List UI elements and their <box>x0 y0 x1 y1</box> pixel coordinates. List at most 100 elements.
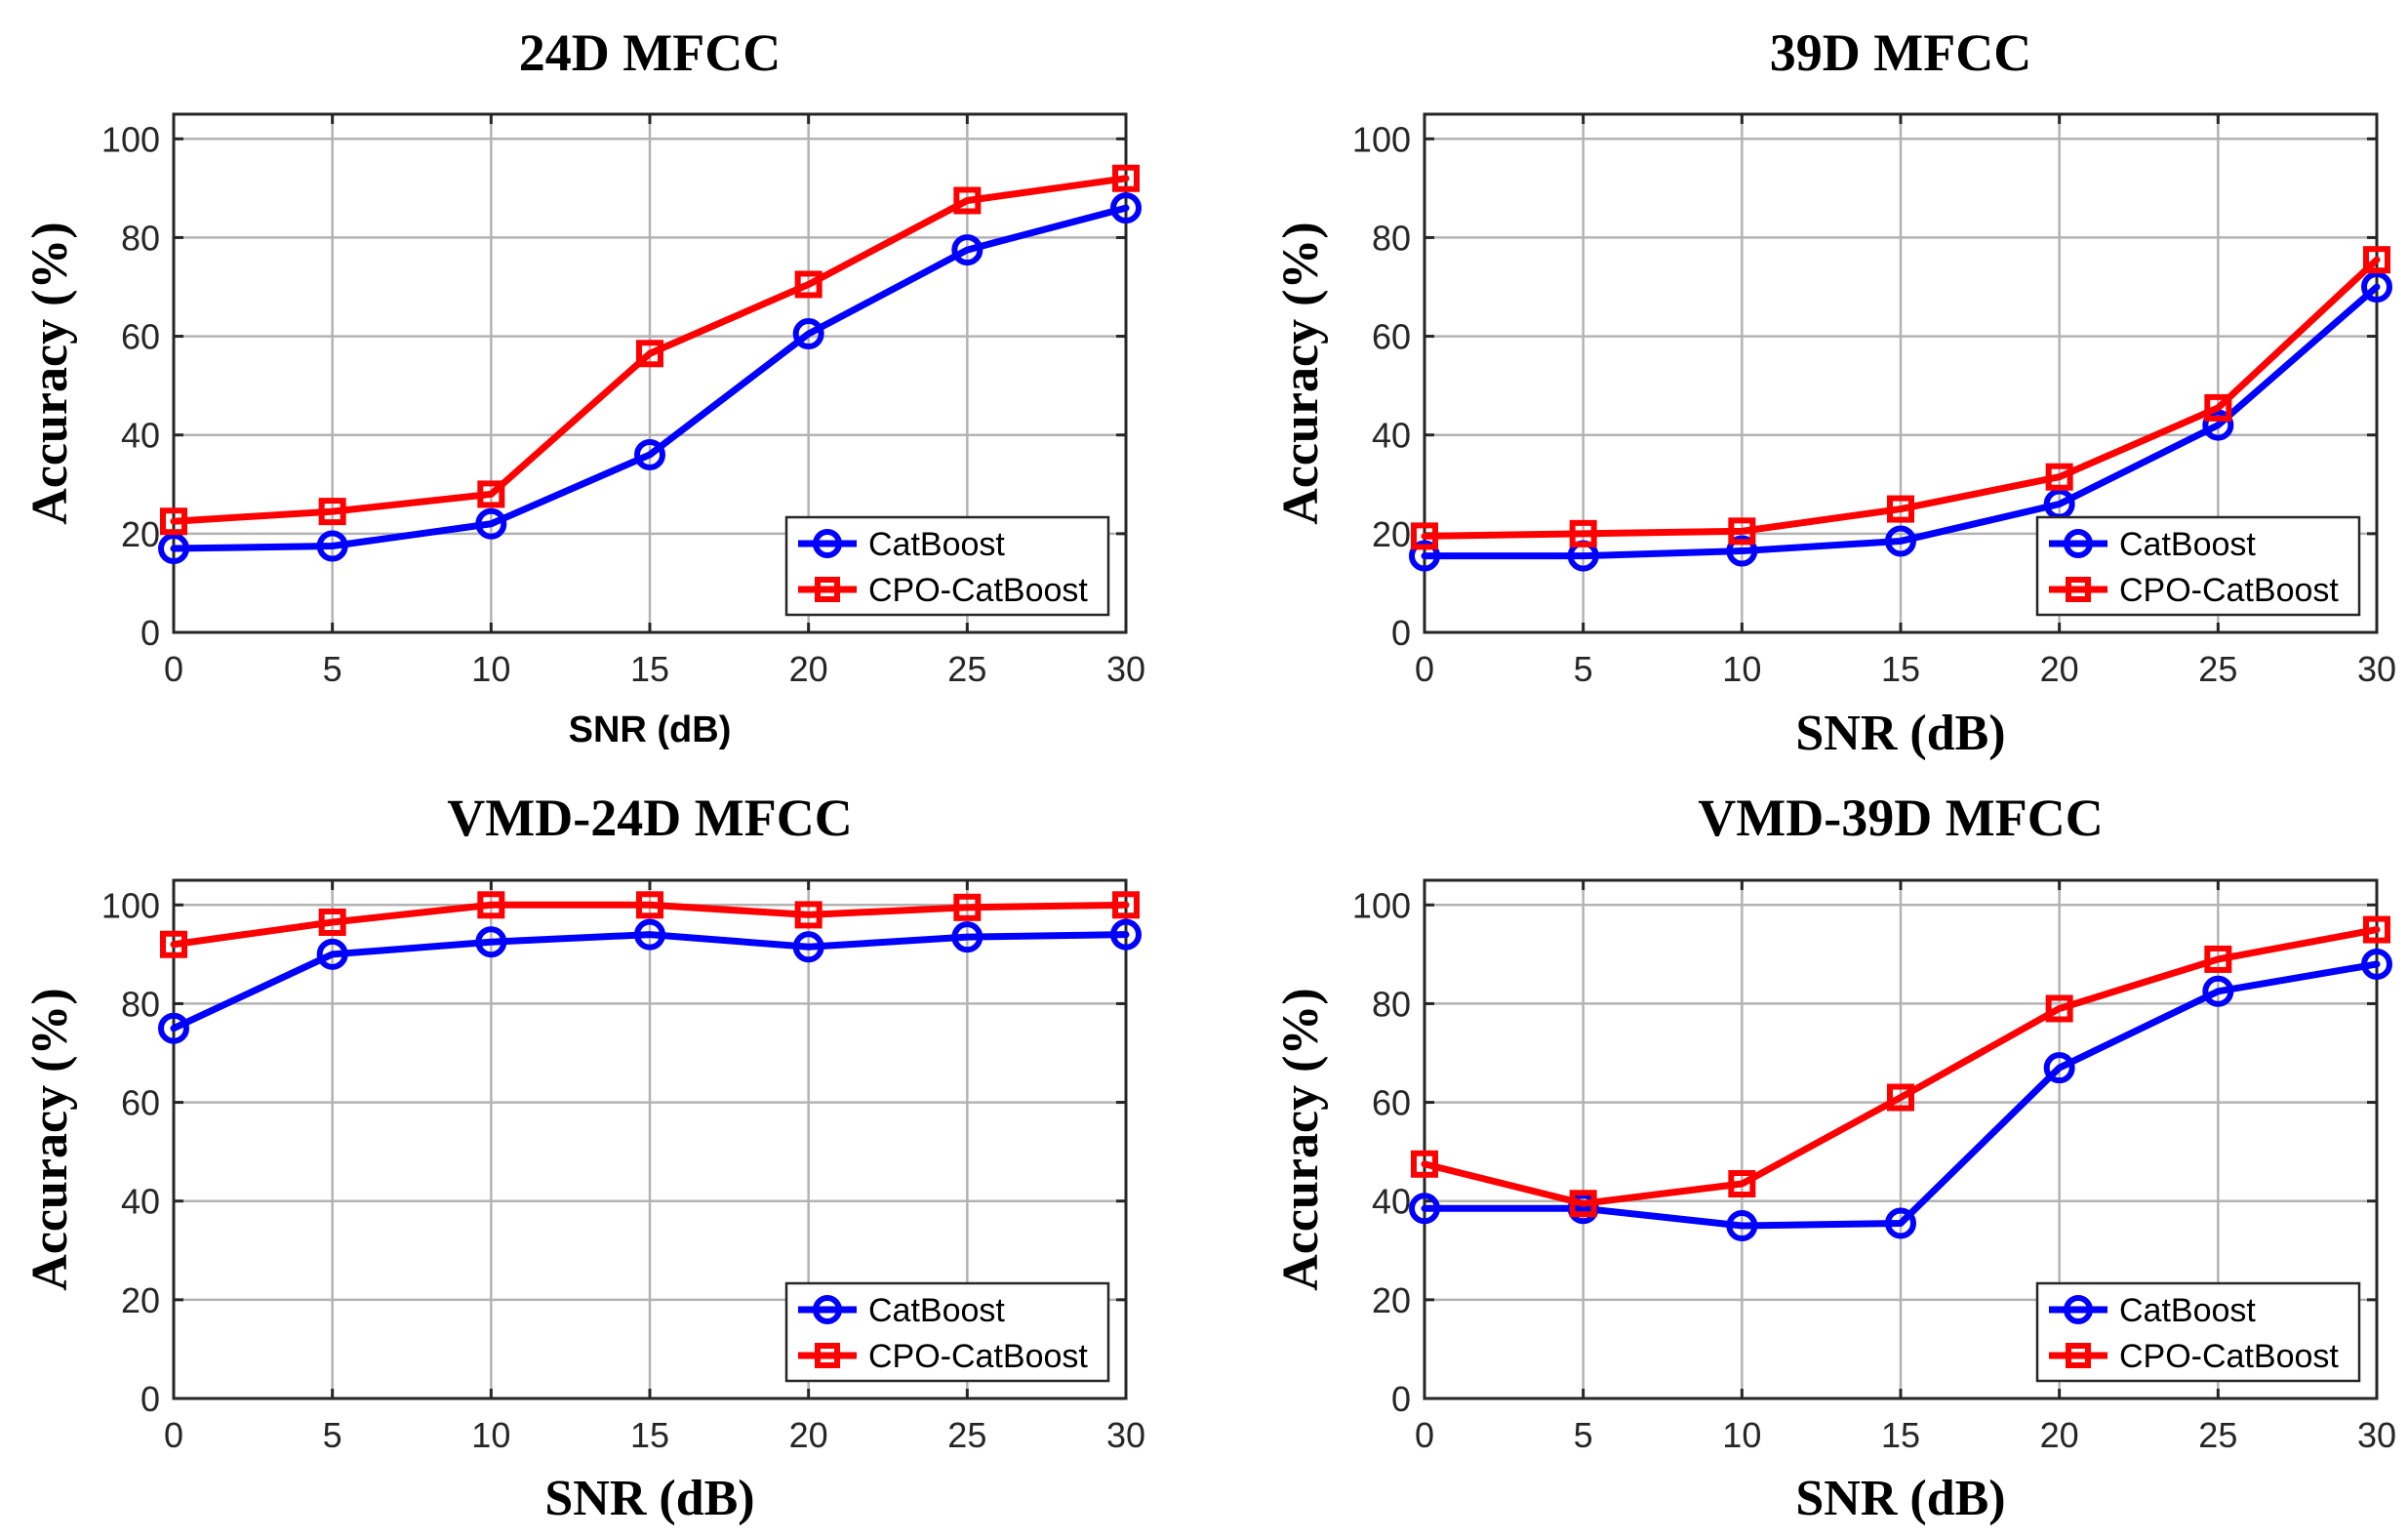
x-tick-label: 20 <box>789 1415 828 1455</box>
x-tick-label: 0 <box>1415 1415 1434 1455</box>
legend: CatBoost CPO-CatBoost <box>2035 515 2361 617</box>
data-point-catboost <box>1110 918 1142 951</box>
data-point-catboost <box>1409 1193 1440 1225</box>
y-tick-label: 0 <box>140 1379 160 1419</box>
data-point-catboost <box>475 926 507 958</box>
data-point-catboost <box>951 234 983 266</box>
chart-title: 39D MFCC <box>1770 23 2031 82</box>
data-point-catboost <box>792 318 824 350</box>
legend-label-cpo-catboost: CPO-CatBoost <box>868 1338 1088 1375</box>
data-point-cpo-catboost <box>477 891 505 919</box>
y-tick-label: 20 <box>121 1280 160 1320</box>
legend-marker-catboost <box>2064 1295 2093 1324</box>
series-line-cpo-catboost <box>1421 926 2381 1207</box>
x-tick-label: 15 <box>630 1415 669 1455</box>
y-tick-label: 80 <box>121 984 160 1024</box>
data-point-cpo-catboost <box>1112 164 1140 192</box>
x-tick-label: 0 <box>1415 649 1434 689</box>
x-tick-label: 0 <box>164 1415 183 1455</box>
legend-marker-cpo-catboost <box>2066 1343 2091 1368</box>
data-point-cpo-catboost <box>318 908 346 936</box>
data-point-cpo-catboost <box>2204 393 2232 422</box>
x-tick-label: 30 <box>1106 649 1145 689</box>
x-tick-label: 5 <box>323 1415 342 1455</box>
data-point-catboost <box>1885 525 1916 557</box>
data-point-catboost <box>1726 535 1758 567</box>
data-point-catboost <box>158 1012 189 1044</box>
legend-label-cpo-catboost: CPO-CatBoost <box>868 572 1088 609</box>
series-line-catboost <box>1421 283 2381 560</box>
x-tick-label: 15 <box>1881 1415 1920 1455</box>
x-axis-label: SNR (dB) <box>1795 1471 2005 1526</box>
chart-panel-3: 0 5 10 15 20 25 30 0 20 40 60 80 100 VMD-24D MFCC SNR … <box>22 789 1145 1526</box>
series-line-catboost <box>1421 960 2381 1230</box>
legend: CatBoost CPO-CatBoost <box>2035 1281 2361 1383</box>
legend-label-catboost: CatBoost <box>868 1292 1005 1329</box>
y-tick-label: 0 <box>1391 1379 1411 1419</box>
x-tick-label: 25 <box>947 649 986 689</box>
chart-panel-4: 0 5 10 15 20 25 30 0 20 40 60 80 100 VMD-39D MFCC SNR … <box>1273 789 2396 1526</box>
chart-title: 24D MFCC <box>519 23 781 82</box>
series-line-cpo-catboost <box>170 901 1130 949</box>
data-point-catboost <box>951 921 983 953</box>
x-tick-label: 10 <box>471 1415 510 1455</box>
data-point-catboost <box>2361 948 2392 980</box>
x-axis-label: SNR (dB) <box>544 1471 754 1526</box>
legend-marker-catboost <box>813 529 842 558</box>
data-point-cpo-catboost <box>2204 945 2232 973</box>
x-tick-label: 10 <box>1722 649 1761 689</box>
chart-panel-2: 0 5 10 15 20 25 30 0 20 40 60 80 100 39D MFCC SNR (dB)… <box>1273 23 2396 761</box>
legend-label-catboost: CatBoost <box>2119 1292 2256 1329</box>
data-point-catboost <box>316 938 348 970</box>
data-point-catboost <box>316 530 348 562</box>
data-point-cpo-catboost <box>1411 522 1438 550</box>
series-line-catboost <box>170 204 1130 552</box>
legend: CatBoost CPO-CatBoost <box>784 1281 1110 1383</box>
series-line-catboost <box>170 931 1130 1033</box>
y-tick-label: 100 <box>1352 119 1411 159</box>
y-axis-label: Accuracy (%) <box>1273 222 1329 524</box>
data-point-cpo-catboost <box>477 480 505 508</box>
y-tick-label: 20 <box>1372 1280 1411 1320</box>
y-tick-label: 0 <box>1391 613 1411 653</box>
x-tick-label: 30 <box>2357 649 2396 689</box>
data-point-cpo-catboost <box>794 270 823 299</box>
x-tick-label: 15 <box>1881 649 1920 689</box>
x-tick-label: 20 <box>2040 1415 2079 1455</box>
data-point-cpo-catboost <box>2045 994 2073 1023</box>
x-tick-label: 10 <box>471 649 510 689</box>
legend-marker-cpo-catboost <box>2066 577 2091 602</box>
x-tick-label: 0 <box>164 649 183 689</box>
x-tick-label: 20 <box>789 649 828 689</box>
data-point-catboost <box>1110 192 1142 224</box>
y-tick-label: 40 <box>121 416 160 456</box>
data-point-cpo-catboost <box>636 891 663 919</box>
data-point-catboost <box>1885 1207 1916 1239</box>
y-tick-label: 80 <box>121 218 160 258</box>
y-tick-label: 40 <box>1372 1182 1411 1222</box>
data-point-cpo-catboost <box>1887 495 1914 523</box>
legend-label-catboost: CatBoost <box>2119 526 2256 563</box>
legend: CatBoost CPO-CatBoost <box>784 515 1110 617</box>
y-tick-label: 60 <box>121 1083 160 1123</box>
x-tick-label: 20 <box>2040 649 2079 689</box>
x-axis-label: SNR (dB) <box>569 709 732 750</box>
x-tick-label: 25 <box>2198 649 2237 689</box>
y-axis-label: Accuracy (%) <box>1273 988 1329 1290</box>
x-tick-label: 25 <box>947 1415 986 1455</box>
data-point-cpo-catboost <box>953 186 982 215</box>
legend-marker-cpo-catboost <box>815 577 840 602</box>
data-point-catboost <box>634 918 665 951</box>
data-point-cpo-catboost <box>2045 463 2073 491</box>
legend-label-cpo-catboost: CPO-CatBoost <box>2119 1338 2339 1375</box>
y-tick-label: 60 <box>1372 1083 1411 1123</box>
y-tick-label: 100 <box>101 119 160 159</box>
x-tick-label: 25 <box>2198 1415 2237 1455</box>
data-point-cpo-catboost <box>160 930 187 958</box>
y-tick-label: 100 <box>101 885 160 925</box>
data-point-cpo-catboost <box>2363 246 2390 274</box>
y-tick-label: 40 <box>121 1182 160 1222</box>
data-point-catboost <box>475 507 507 540</box>
series-line-cpo-catboost <box>170 175 1130 525</box>
